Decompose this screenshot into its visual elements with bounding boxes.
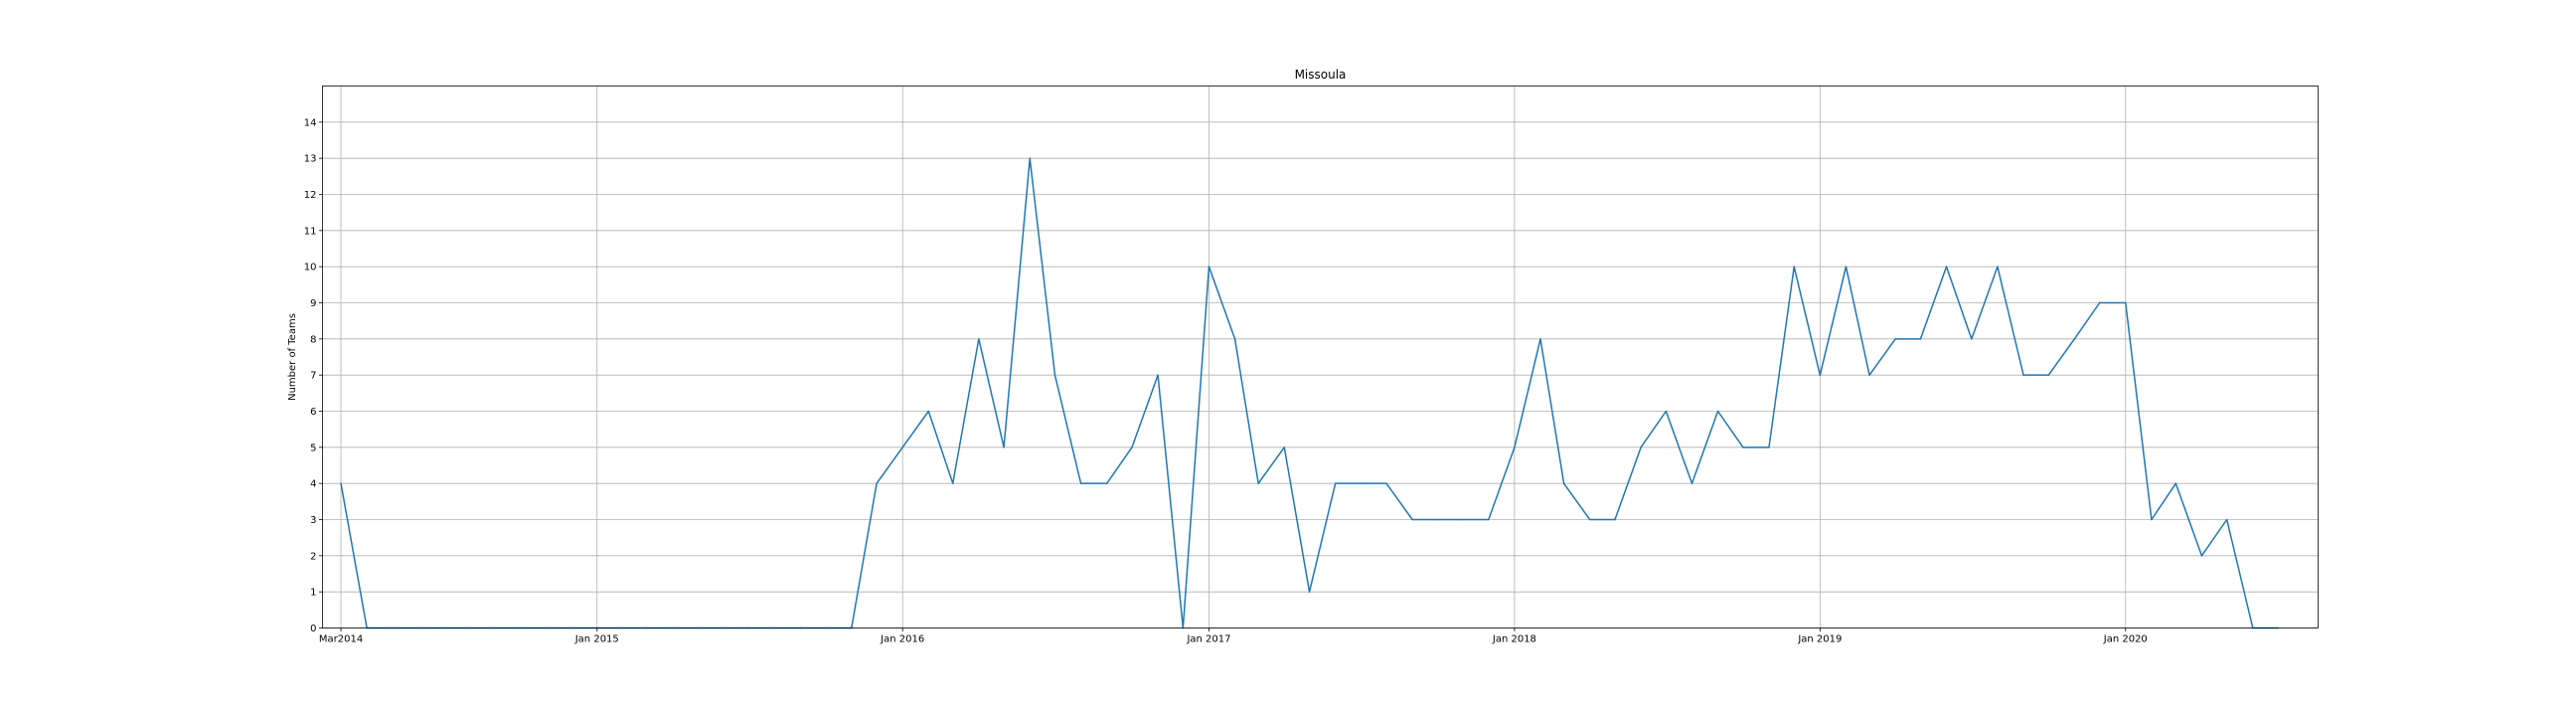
- data-point: [2125, 301, 2127, 304]
- data-point: [951, 482, 954, 484]
- data-point: [1997, 266, 1999, 268]
- data-point: [1308, 591, 1311, 593]
- data-point: [1257, 482, 1259, 484]
- data-point: [1334, 482, 1337, 484]
- data-point: [1029, 157, 1031, 159]
- data-point: [1411, 518, 1413, 521]
- data-point: [1079, 482, 1082, 484]
- x-tick-label: Jan 2016: [880, 634, 924, 645]
- data-point: [1742, 447, 1744, 448]
- data-point: [2151, 518, 2153, 521]
- data-point: [901, 447, 903, 448]
- data-point: [1665, 410, 1668, 413]
- data-point: [1868, 374, 1870, 376]
- data-point: [1131, 447, 1133, 448]
- data-point: [1283, 447, 1286, 448]
- data-point: [1053, 374, 1056, 376]
- y-tick-label: 9: [310, 298, 316, 309]
- y-axis-label: Number of Teams: [287, 313, 298, 401]
- x-tick-label: Jan 2019: [1797, 634, 1842, 645]
- data-point: [1105, 482, 1108, 484]
- y-tick-label: 6: [310, 407, 316, 418]
- y-tick-label: 11: [304, 226, 317, 237]
- data-point: [1488, 518, 1490, 521]
- data-point: [2174, 482, 2177, 484]
- y-tick-label: 13: [304, 154, 317, 165]
- data-point: [1562, 482, 1565, 484]
- data-point: [340, 482, 342, 484]
- data-point: [1845, 266, 1848, 268]
- plot-frame: [322, 86, 2319, 628]
- data-point: [2200, 555, 2203, 557]
- x-tick-label: Mar2014: [319, 634, 363, 645]
- y-tick-label: 7: [310, 371, 316, 382]
- chart-title: Missoula: [1295, 68, 1347, 82]
- data-point: [1640, 447, 1642, 448]
- data-point: [1614, 518, 1616, 521]
- y-tick-label: 8: [310, 334, 316, 345]
- data-point: [1233, 338, 1236, 340]
- data-point: [1971, 338, 1973, 340]
- data-point: [1514, 447, 1516, 448]
- x-tick-label: Jan 2015: [574, 634, 619, 645]
- data-point: [1690, 482, 1693, 484]
- y-tick-label: 4: [310, 479, 316, 490]
- y-tick-label: 12: [304, 190, 317, 201]
- data-point: [2225, 518, 2228, 521]
- y-tick-label: 10: [304, 263, 317, 273]
- x-tick-label: Jan 2017: [1186, 634, 1230, 645]
- data-point: [978, 338, 980, 340]
- y-tick-label: 5: [310, 443, 316, 453]
- data-point: [1003, 447, 1005, 448]
- data-point: [2073, 338, 2076, 340]
- data-point: [1360, 482, 1362, 484]
- data-point: [2022, 374, 2024, 376]
- data-point: [1793, 266, 1795, 268]
- data-point: [1208, 266, 1210, 268]
- data-point: [876, 482, 878, 484]
- y-tick-label: 3: [310, 515, 316, 526]
- data-point: [1539, 338, 1541, 340]
- data-point: [1436, 518, 1439, 521]
- y-tick-label: 14: [304, 117, 317, 128]
- gridlines: [322, 86, 2319, 628]
- data-point: [1768, 447, 1770, 448]
- data-point: [2047, 374, 2050, 376]
- data-point: [1945, 266, 1948, 268]
- data-point: [927, 410, 930, 413]
- x-tick-label: Jan 2018: [1492, 634, 1536, 645]
- data-point: [1819, 374, 1822, 376]
- data-point: [2098, 301, 2101, 304]
- y-tick-label: 2: [310, 551, 316, 562]
- data-point: [1588, 518, 1591, 521]
- x-tick-label: Jan 2020: [2103, 634, 2148, 645]
- data-point: [1462, 518, 1465, 521]
- data-point: [1157, 374, 1159, 376]
- y-tick-label: 1: [310, 588, 316, 599]
- data-point: [1385, 482, 1387, 484]
- data-point: [1919, 338, 1922, 340]
- data-point: [1894, 338, 1896, 340]
- data-point: [1716, 410, 1719, 413]
- y-tick-label: 0: [310, 624, 316, 634]
